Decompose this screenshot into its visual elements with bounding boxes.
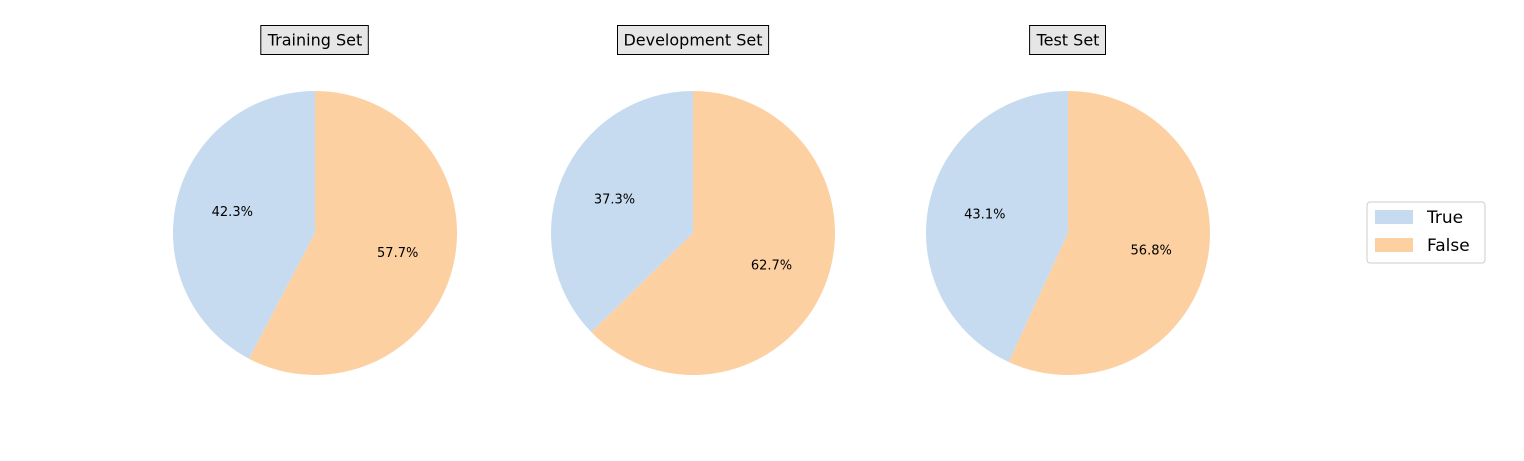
pie-title-box-development-set: [617, 25, 770, 55]
pie-value-label-test-set-true: 43.1%: [964, 207, 1005, 222]
pie-value-label-test-set-false: 56.8%: [1131, 244, 1172, 259]
pie-slice-training-set-true: [173, 91, 315, 359]
pie-title-box-test-set: [1029, 25, 1106, 55]
pie-value-label-training-set-false: 57.7%: [377, 246, 418, 261]
legend-swatch-false: [1375, 238, 1413, 252]
pie-slice-test-set-true: [926, 91, 1068, 363]
pie-value-label-development-set-true: 37.3%: [594, 192, 635, 207]
pie-title-training-set: Training Set: [267, 31, 363, 50]
pie-title-box-training-set: [260, 25, 369, 55]
pie-value-label-development-set-false: 62.7%: [751, 259, 792, 274]
pie-development-set: 37.3% 62.7%: [551, 91, 836, 375]
pie-title-development-set: Development Set: [623, 31, 762, 50]
pie-slice-training-set-false: [248, 91, 458, 375]
pie-test-set: 43.1% 56.8%: [926, 91, 1211, 375]
pie-training-set: 42.3% 57.7%: [173, 91, 458, 375]
legend-label-true: True: [1426, 208, 1463, 228]
pie-slice-test-set-false: [1008, 91, 1211, 375]
pies-group: 42.3% 57.7% Training Set 37.3% 62.7% Developm…: [173, 25, 1211, 375]
pie-slice-development-set-false: [591, 91, 836, 375]
legend: True False: [1366, 201, 1486, 264]
pie-value-label-training-set-true: 42.3%: [212, 205, 253, 220]
pie-title-test-set: Test Set: [1036, 31, 1100, 50]
legend-swatch-true: [1375, 210, 1413, 224]
legend-label-false: False: [1427, 236, 1470, 256]
pie-slice-development-set-true: [551, 91, 693, 333]
